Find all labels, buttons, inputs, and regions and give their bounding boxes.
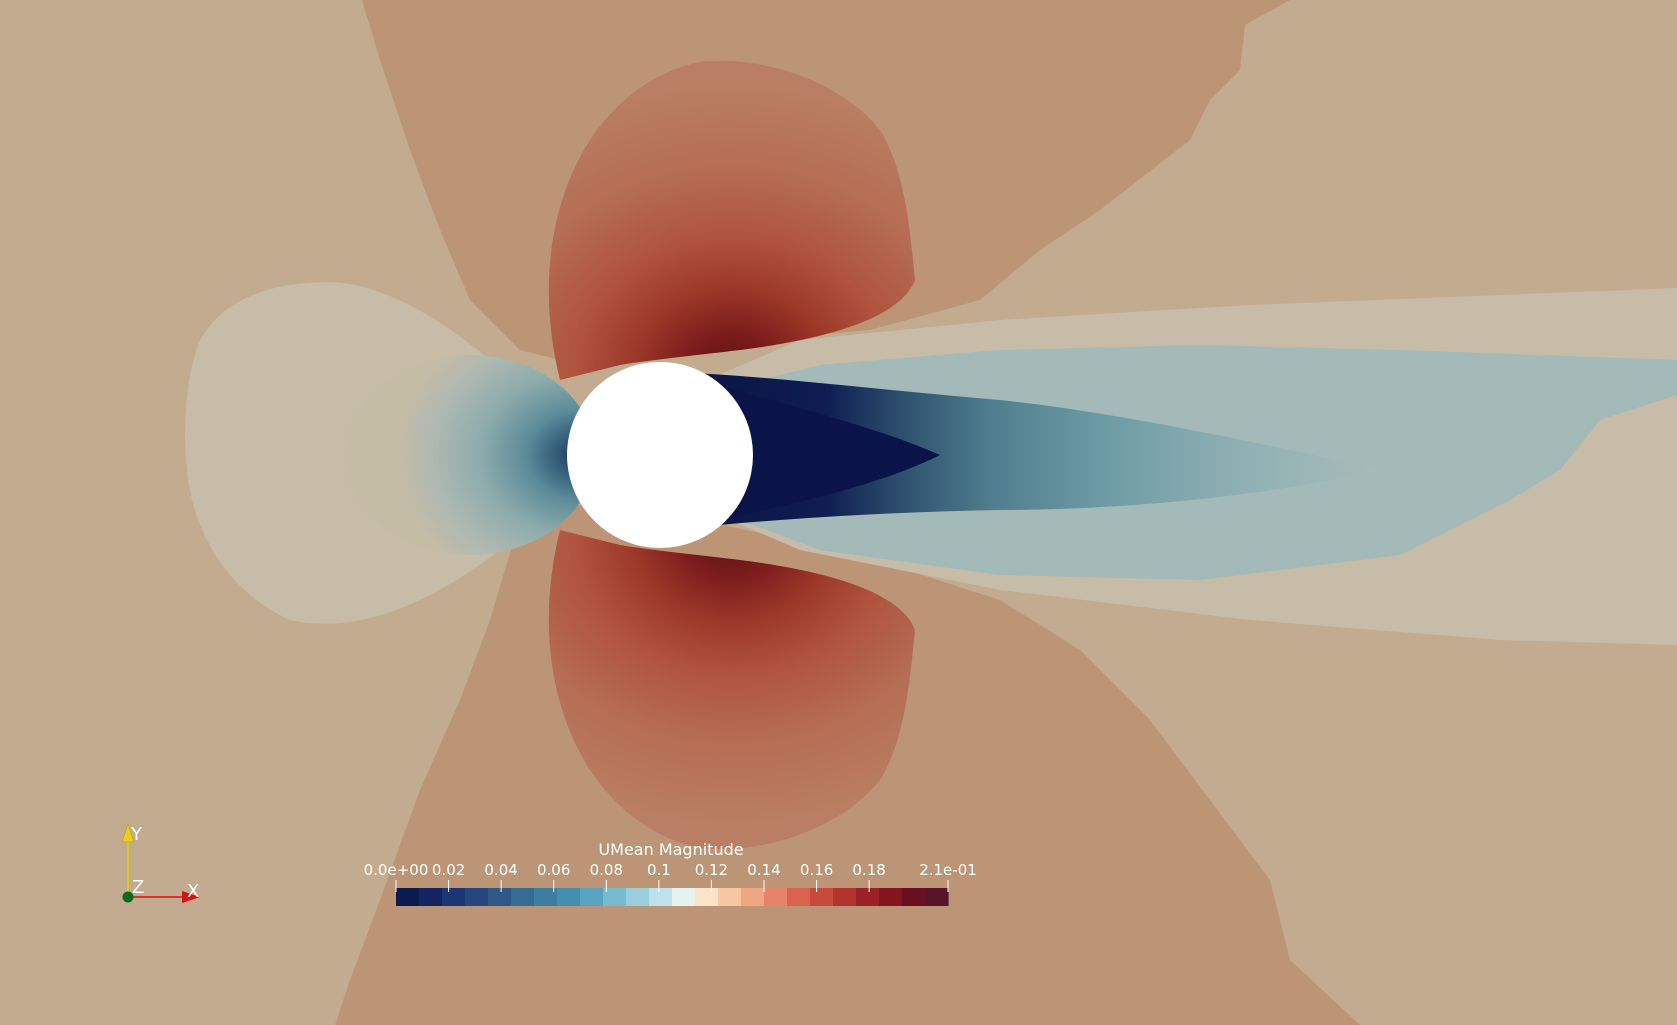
scalar-bar-tick-label: 0.06 (537, 861, 570, 879)
scalar-bar-swatch (764, 888, 788, 906)
scalar-bar-swatch (488, 888, 512, 906)
scalar-bar-swatch (695, 888, 719, 906)
scalar-bar-swatch (442, 888, 466, 906)
scalar-bar-swatch (925, 888, 949, 906)
stagnation-region (345, 355, 595, 555)
z-axis-label: Z (132, 877, 144, 898)
x-axis-arrow-icon (182, 891, 200, 903)
scalar-bar-tick-label: 2.1e-01 (919, 861, 977, 879)
z-axis-dot-icon (122, 891, 134, 903)
scalar-bar-title: UMean Magnitude (598, 840, 743, 859)
y-axis-label: Y (130, 824, 143, 845)
scalar-bar-swatch (787, 888, 811, 906)
scalar-bar-swatch (902, 888, 926, 906)
scalar-bar-swatch (396, 888, 420, 906)
y-axis-arrow-icon (121, 822, 135, 843)
scalar-bar-tick-label: 0.16 (800, 861, 833, 879)
cylinder-obstacle (567, 362, 753, 548)
x-axis-label: X (187, 881, 199, 902)
scalar-bar-swatch (718, 888, 742, 906)
scalar-bar-swatch (879, 888, 903, 906)
upper-velocity-lobe (548, 60, 915, 381)
scalar-bar-tick-label: 0.04 (484, 861, 517, 879)
scalar-bar-swatch (833, 888, 857, 906)
scalar-bar-tick-label: 0.02 (432, 861, 465, 879)
scalar-bar-tick-label: 0.18 (852, 861, 885, 879)
scalar-bar-tick-labels: 0.0e+00 0.02 0.04 0.06 0.08 0.1 0.12 0.14 0.16 0.… (364, 861, 977, 879)
scalar-bar-swatch (603, 888, 627, 906)
scalar-bar-tick-marks (395, 880, 949, 892)
scalar-bar-swatch (511, 888, 535, 906)
wake-core-region (670, 372, 1380, 530)
scalar-bar-swatch (649, 888, 673, 906)
scalar-bar-tick-label: 0.12 (695, 861, 728, 879)
scalar-bar-color-swatches (396, 888, 949, 906)
scalar-bar[interactable]: UMean Magnitude 0.0e+00 0.02 0.04 0.06 0.08 0… (364, 840, 977, 906)
lower-velocity-lobe (548, 530, 915, 850)
wake-dark-core (690, 375, 940, 528)
scalar-bar-swatch (557, 888, 581, 906)
scalar-bar-swatch (465, 888, 489, 906)
scalar-bar-swatch (626, 888, 650, 906)
scalar-bar-swatch (741, 888, 765, 906)
scalar-bar-tick-label: 0.14 (747, 861, 780, 879)
scalar-bar-tick-label: 0.0e+00 (364, 861, 429, 879)
scalar-bar-swatch (672, 888, 696, 906)
scalar-bar-swatch (580, 888, 604, 906)
scalar-bar-swatch (856, 888, 880, 906)
scalar-bar-tick-label: 0.08 (590, 861, 623, 879)
orientation-axes: Y Z X (121, 822, 200, 903)
scalar-bar-swatch (534, 888, 558, 906)
scalar-bar-tick-label: 0.1 (647, 861, 671, 879)
scalar-bar-swatch (419, 888, 443, 906)
scalar-bar-swatch (810, 888, 834, 906)
